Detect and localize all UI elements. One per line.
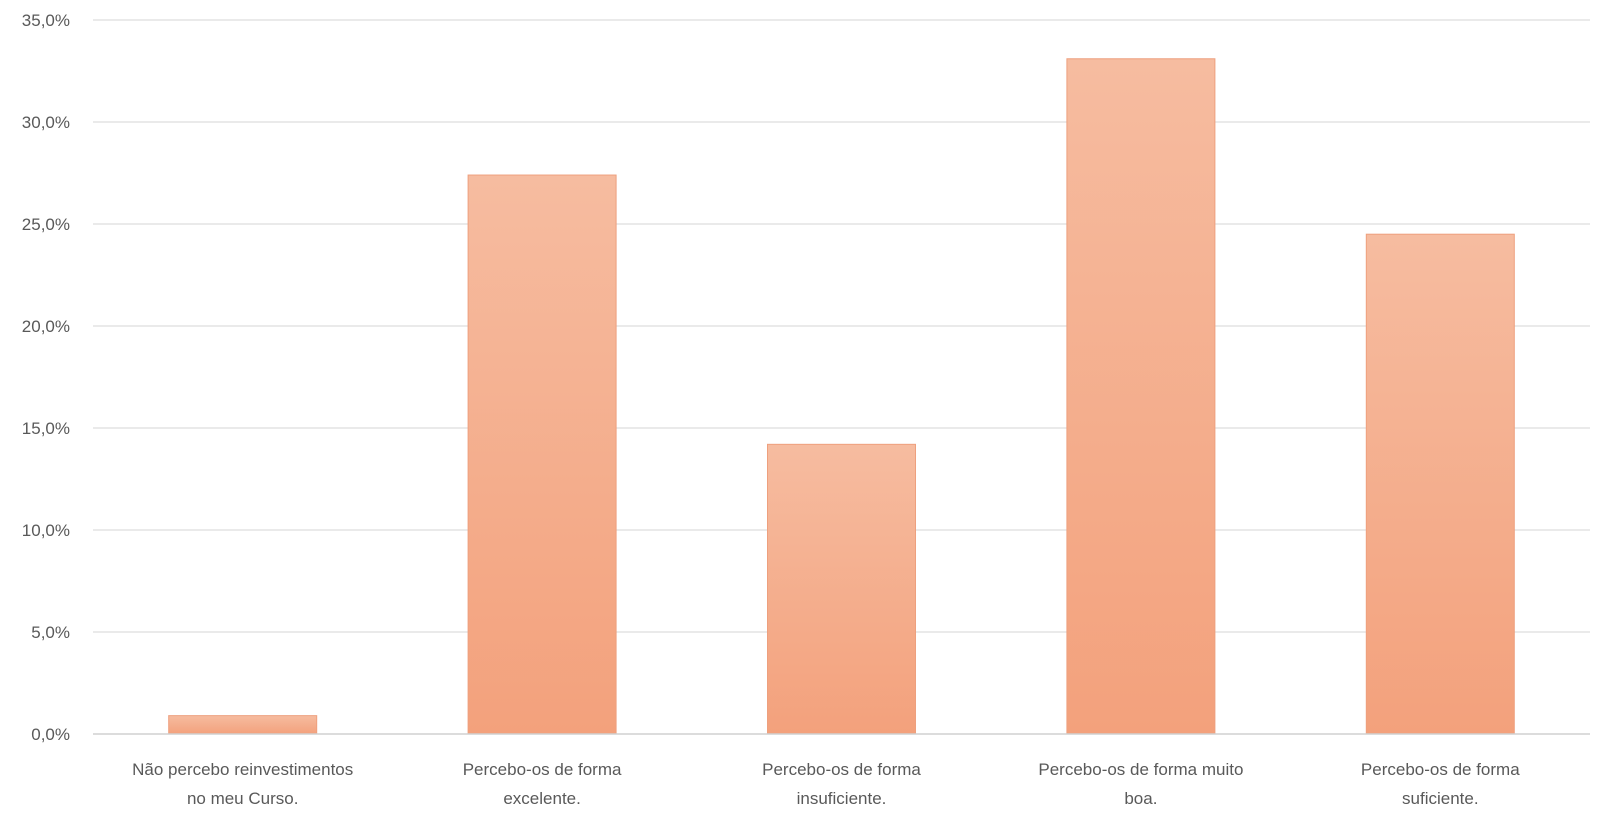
x-tick-label: Não percebo reinvestimentos	[132, 760, 353, 779]
x-tick-label: insuficiente.	[797, 789, 887, 808]
bar	[168, 715, 318, 735]
y-tick-label: 30,0%	[22, 113, 70, 132]
x-axis-category-labels: Não percebo reinvestimentos no meu Curso.…	[132, 760, 1520, 808]
x-tick-label: Percebo-os de forma muito	[1038, 760, 1243, 779]
y-tick-label: 5,0%	[31, 623, 70, 642]
x-tick-label: no meu Curso.	[187, 789, 299, 808]
x-tick-label: Percebo-os de forma	[762, 760, 921, 779]
x-tick-label: boa.	[1124, 789, 1157, 808]
x-tick-label: suficiente.	[1402, 789, 1479, 808]
y-tick-label: 15,0%	[22, 419, 70, 438]
gridlines	[93, 19, 1590, 633]
x-tick-label: Percebo-os de forma	[463, 760, 622, 779]
x-tick-label: Percebo-os de forma	[1361, 760, 1520, 779]
y-tick-label: 0,0%	[31, 725, 70, 744]
y-tick-label: 10,0%	[22, 521, 70, 540]
y-axis-tick-labels: 0,0% 5,0% 10,0% 15,0% 20,0% 25,0% 30,0% 35,0%	[22, 11, 70, 744]
y-tick-label: 25,0%	[22, 215, 70, 234]
y-tick-label: 35,0%	[22, 11, 70, 30]
bar	[467, 174, 617, 735]
y-tick-label: 20,0%	[22, 317, 70, 336]
x-tick-label: excelente.	[503, 789, 581, 808]
bar	[767, 443, 916, 735]
bar	[1365, 233, 1515, 735]
bar	[1066, 58, 1216, 735]
